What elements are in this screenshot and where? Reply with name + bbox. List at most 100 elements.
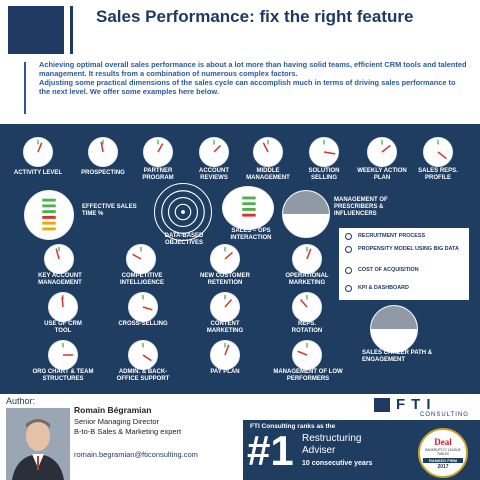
gauge-org-chart xyxy=(48,340,78,370)
gauge-low-performers xyxy=(292,340,322,370)
gauge-dial-icon xyxy=(61,294,64,308)
gauge-cross-selling xyxy=(128,292,158,322)
gauge-dial-icon xyxy=(297,342,308,356)
author-name: Romain Bégramian xyxy=(74,405,152,415)
gauge-label: Sales career path & engagement xyxy=(362,350,433,363)
gauge-weekly-action-plan xyxy=(367,137,397,167)
gauge-label: Key account management xyxy=(38,273,82,286)
gauge-dial-icon xyxy=(213,139,222,153)
author-email-link[interactable]: romain.begramian@fticonsulting.com xyxy=(74,450,198,459)
rank-years: 10 consecutive years xyxy=(302,460,373,467)
gauge-label: Pay plan xyxy=(210,369,240,375)
gauge-account-reviews xyxy=(199,137,229,167)
gauge-sales-ops-interaction xyxy=(222,186,274,230)
gauge-new-customer-retention xyxy=(210,244,240,274)
badge-rank: RANKED FIRM xyxy=(423,458,463,463)
gauge-admin-back-office xyxy=(128,340,158,370)
gauge-label: Effective sales time % xyxy=(82,204,137,217)
gauge-label: Competitive intelligence xyxy=(119,273,164,286)
gauge-competitive-intelligence xyxy=(126,244,156,274)
gauge-pay-plan xyxy=(210,340,240,370)
intro-paragraph-2: Adjusting some practical dimensions of t… xyxy=(39,78,456,97)
gauge-label: Admin. & back-office support xyxy=(116,369,170,382)
gauge-dial-icon xyxy=(299,294,308,308)
header-divider xyxy=(70,6,73,54)
badge-subtitle: BANKRUPTCY LEAGUE TABLES xyxy=(425,448,461,456)
award-badge: Deal BANKRUPTCY LEAGUE TABLES RANKED FIR… xyxy=(418,428,468,478)
circle-icon xyxy=(345,267,352,274)
gauge-dial-icon xyxy=(437,139,447,160)
gauge-dial-icon xyxy=(100,139,104,153)
gauge-label: Partner program xyxy=(142,168,174,181)
gauge-dial-icon xyxy=(157,139,164,153)
gauge-dial-icon xyxy=(62,342,74,356)
gauge-reps-rotation xyxy=(292,292,322,322)
gauge-operational-marketing xyxy=(292,244,322,274)
gauge-label: Operational marketing xyxy=(285,273,329,286)
ranking-heading: FTI Consulting ranks as the xyxy=(250,423,336,430)
gauge-label: Sales – ops interaction xyxy=(230,228,272,241)
logo-wordmark: FTI xyxy=(396,396,437,413)
gauge-dial-icon xyxy=(142,342,152,362)
gauge-label: Use of CRM tool xyxy=(44,321,82,334)
fti-logo: FTI CONSULTING xyxy=(374,396,474,420)
gauge-management-of-prescribers xyxy=(282,190,330,238)
badge-year: 2017 xyxy=(437,464,449,470)
legend-item: KPI & dashboard xyxy=(345,285,409,292)
legend-item: Cost of acquisition xyxy=(345,267,419,274)
legend-item: Recruitment process xyxy=(345,233,425,240)
gauge-label: Solution selling xyxy=(308,168,340,181)
gauge-dial-icon xyxy=(37,139,43,153)
gauge-content-marketing xyxy=(210,292,240,322)
gauge-prospecting xyxy=(88,137,118,167)
rank-number: #1 xyxy=(247,427,294,474)
gauge-use-of-crm-tool xyxy=(48,292,78,322)
gauge-partner-program xyxy=(143,137,173,167)
page-title: Sales Performance: fix the right feature xyxy=(96,7,414,26)
pie-half-icon xyxy=(371,306,417,329)
gauge-dial-icon xyxy=(381,139,391,153)
circle-icon xyxy=(345,233,352,240)
gauge-key-account-management xyxy=(44,244,74,274)
gauge-dial-icon xyxy=(224,294,233,308)
legend-item: Propensity model using big data xyxy=(345,246,465,253)
gauge-effective-sales-time xyxy=(24,190,74,240)
gauge-label: Sales reps. profile xyxy=(418,168,458,181)
gauge-dial-icon xyxy=(323,139,336,155)
intro-paragraph-1: Achieving optimal overall sales performa… xyxy=(39,60,467,79)
person-icon xyxy=(6,408,70,480)
gauge-dial-icon xyxy=(242,196,256,217)
legend-box: Recruitment process Propensity model usi… xyxy=(339,228,469,300)
gauge-label: Middle management xyxy=(246,168,290,181)
pie-half-icon xyxy=(283,191,329,237)
gauge-label: Org chart & team structures xyxy=(32,369,94,382)
gauge-dial-icon xyxy=(262,139,269,153)
badge-title: Deal xyxy=(434,437,452,447)
gauge-sales-reps-profile xyxy=(423,137,453,167)
logo-mark-icon xyxy=(374,398,390,412)
gauge-label: Management of prescribers & influencers xyxy=(334,197,388,217)
target-icon xyxy=(161,190,205,234)
gauge-dial-icon xyxy=(132,246,142,260)
gauge-data-based-objectives xyxy=(154,183,212,241)
intro-divider xyxy=(24,62,26,114)
author-role: Senior Managing Director xyxy=(74,417,160,426)
gauge-label: Reps. rotation xyxy=(291,321,323,334)
gauge-label: Data-based objectives xyxy=(164,233,204,246)
gauge-dial-icon xyxy=(224,246,233,260)
author-photo xyxy=(6,408,70,480)
logo-subtext: CONSULTING xyxy=(420,412,469,418)
rank-title: Restructuring xyxy=(302,433,362,444)
gauge-solution-selling xyxy=(309,137,339,167)
gauge-dial-icon xyxy=(142,294,153,311)
gauge-label: Activity level xyxy=(13,170,63,176)
gauge-sales-career-path xyxy=(370,305,418,353)
gauge-label: Management of low performers xyxy=(273,369,343,382)
gauge-dial-icon xyxy=(224,342,230,356)
gauge-activity-level xyxy=(23,137,53,167)
gauge-label: Account reviews xyxy=(199,168,229,181)
intro-text: Achieving optimal overall sales performa… xyxy=(39,60,467,96)
header-logo-block xyxy=(8,6,64,54)
gauge-label: Weekly action plan xyxy=(357,168,407,181)
rank-title: Adviser xyxy=(302,445,336,456)
